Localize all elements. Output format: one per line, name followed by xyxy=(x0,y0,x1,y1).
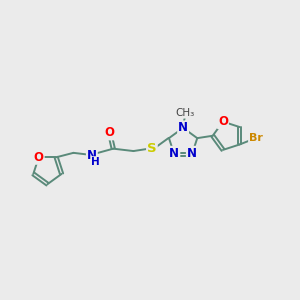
Text: N: N xyxy=(87,149,97,162)
Text: O: O xyxy=(34,151,44,164)
Text: N: N xyxy=(178,122,188,134)
Text: CH₃: CH₃ xyxy=(175,108,194,118)
Text: O: O xyxy=(105,126,115,140)
Text: N: N xyxy=(187,147,197,160)
Text: S: S xyxy=(147,142,157,154)
Text: O: O xyxy=(218,115,228,128)
Text: Br: Br xyxy=(249,133,263,143)
Text: H: H xyxy=(91,157,100,167)
Text: N: N xyxy=(169,147,179,160)
